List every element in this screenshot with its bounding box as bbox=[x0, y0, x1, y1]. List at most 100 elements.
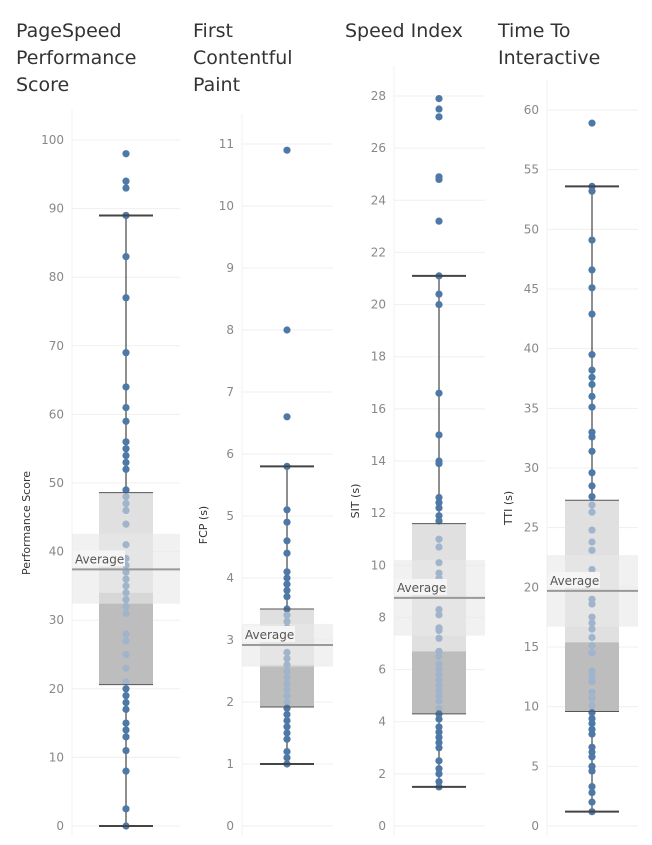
data-point bbox=[283, 754, 291, 762]
data-point bbox=[122, 520, 130, 528]
data-point bbox=[588, 688, 596, 696]
y-axis-label: TTI (s) bbox=[502, 491, 515, 526]
data-point bbox=[588, 508, 596, 516]
y-tick-label: 6 bbox=[226, 447, 234, 461]
data-point bbox=[122, 438, 130, 446]
data-point bbox=[588, 619, 596, 627]
data-point bbox=[122, 177, 130, 185]
data-point bbox=[588, 538, 596, 546]
data-point bbox=[283, 704, 291, 712]
data-point bbox=[588, 649, 596, 657]
data-point bbox=[435, 626, 443, 635]
data-point bbox=[588, 119, 596, 127]
data-point bbox=[588, 788, 596, 797]
data-point bbox=[435, 113, 443, 121]
data-point bbox=[588, 767, 596, 775]
data-point bbox=[283, 661, 291, 669]
data-point bbox=[588, 694, 596, 702]
data-point bbox=[122, 705, 130, 713]
data-point bbox=[122, 541, 130, 549]
average-label: Average bbox=[75, 552, 124, 566]
average-label: Average bbox=[397, 581, 446, 595]
y-tick-label: 20 bbox=[49, 682, 64, 696]
data-point bbox=[122, 733, 130, 741]
data-point bbox=[435, 757, 443, 765]
data-point bbox=[283, 593, 291, 601]
y-tick-label: 8 bbox=[378, 610, 386, 624]
data-point bbox=[435, 95, 443, 103]
data-point bbox=[283, 568, 291, 576]
data-point bbox=[283, 326, 291, 334]
data-point bbox=[588, 447, 596, 455]
data-point bbox=[283, 710, 291, 719]
data-point bbox=[588, 351, 596, 359]
data-point bbox=[435, 569, 443, 577]
y-tick-label: 10 bbox=[524, 700, 539, 714]
data-point bbox=[122, 746, 130, 755]
data-point bbox=[588, 310, 596, 318]
y-tick-label: 0 bbox=[531, 819, 539, 833]
data-point bbox=[122, 698, 130, 707]
data-point bbox=[588, 284, 596, 292]
data-point bbox=[588, 730, 596, 738]
data-point bbox=[435, 105, 443, 113]
data-point bbox=[283, 679, 291, 688]
y-tick-label: 5 bbox=[531, 759, 539, 773]
data-point bbox=[588, 482, 596, 490]
y-tick-label: 4 bbox=[226, 571, 234, 585]
data-point bbox=[435, 671, 443, 679]
y-tick-label: 0 bbox=[56, 819, 64, 833]
y-tick-label: 26 bbox=[371, 141, 386, 155]
data-point bbox=[588, 798, 596, 806]
data-point bbox=[588, 719, 596, 727]
y-tick-label: 50 bbox=[49, 476, 64, 490]
data-point bbox=[283, 617, 291, 626]
y-tick-label: 40 bbox=[524, 342, 539, 356]
data-point bbox=[588, 469, 596, 477]
data-point bbox=[283, 717, 291, 725]
y-tick-label: 24 bbox=[371, 193, 386, 207]
panel-title-speed-index: Speed Index bbox=[345, 20, 463, 42]
data-point bbox=[588, 501, 596, 509]
data-point bbox=[435, 744, 443, 752]
data-point bbox=[435, 723, 443, 731]
y-tick-label: 30 bbox=[524, 461, 539, 475]
y-tick-label: 100 bbox=[41, 133, 64, 147]
data-point bbox=[283, 413, 291, 421]
y-tick-label: 20 bbox=[371, 298, 386, 312]
data-point bbox=[588, 546, 596, 554]
data-point bbox=[283, 146, 291, 154]
data-point bbox=[435, 697, 443, 705]
data-point bbox=[122, 150, 130, 158]
y-tick-label: 11 bbox=[219, 137, 234, 151]
data-point bbox=[435, 705, 443, 713]
data-point bbox=[588, 625, 596, 633]
data-point bbox=[435, 504, 443, 512]
data-point bbox=[283, 549, 291, 557]
data-point bbox=[435, 647, 443, 655]
data-point bbox=[588, 701, 596, 710]
average-label-bg bbox=[548, 571, 600, 588]
average-label-bg bbox=[395, 578, 447, 595]
y-axis-label: FCP (s) bbox=[197, 506, 210, 544]
y-tick-label: 9 bbox=[226, 261, 234, 275]
y-tick-label: 40 bbox=[49, 545, 64, 559]
data-point bbox=[122, 630, 130, 638]
panel-title-performance: PageSpeed Performance Score bbox=[16, 20, 137, 96]
data-point bbox=[435, 499, 443, 507]
data-point bbox=[122, 493, 130, 501]
y-tick-label: 18 bbox=[371, 350, 386, 364]
y-tick-label: 30 bbox=[49, 613, 64, 627]
data-point bbox=[283, 729, 291, 737]
data-point bbox=[435, 431, 443, 439]
y-tick-label: 16 bbox=[371, 402, 386, 416]
data-point bbox=[588, 678, 596, 686]
y-tick-label: 4 bbox=[378, 715, 386, 729]
data-point bbox=[588, 642, 596, 650]
data-point bbox=[122, 589, 130, 597]
data-point bbox=[122, 719, 130, 727]
average-label: Average bbox=[550, 574, 599, 588]
data-point bbox=[435, 460, 443, 468]
y-tick-label: 14 bbox=[371, 454, 386, 468]
